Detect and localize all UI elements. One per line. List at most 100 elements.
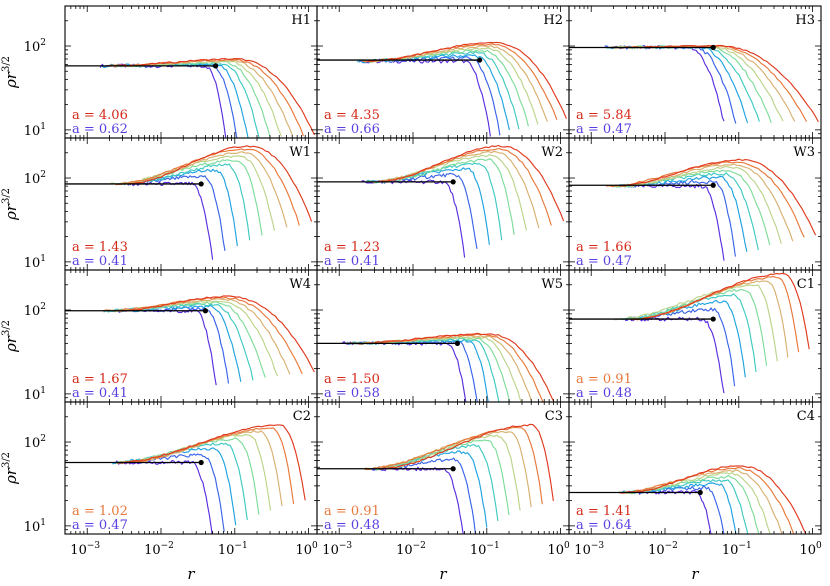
series-line: [111, 61, 260, 138]
series-line: [625, 307, 736, 387]
a-max-annotation: a = 1.43: [72, 240, 128, 255]
series-line: [367, 41, 567, 119]
a-max-annotation: a = 1.02: [72, 504, 128, 519]
series-line: [624, 472, 771, 534]
panel-label: H2: [543, 13, 563, 28]
series-line: [609, 45, 784, 122]
panel-label: W3: [793, 145, 815, 160]
x-tick-label: 10−2: [396, 541, 426, 558]
panel-w5: W5 a = 1.50a = 0.58: [316, 269, 570, 403]
series-line: [103, 303, 254, 381]
series-line: [621, 183, 725, 261]
a-max-annotation: a = 1.66: [576, 240, 632, 255]
y-tick-label: 101: [24, 254, 46, 271]
series-line: [374, 439, 510, 516]
y-tick-label: 101: [24, 122, 46, 139]
reference-point: [202, 308, 209, 314]
series-line: [117, 308, 217, 386]
y-axis-label: ρr3/2: [1, 56, 20, 89]
series-line: [127, 145, 313, 222]
a-max-annotation: a = 1.67: [72, 372, 128, 387]
y-axis-label: ρr3/2: [1, 452, 20, 485]
series-line: [115, 148, 300, 226]
x-tick-label: 10−1: [722, 541, 752, 558]
y-tick-label: 101: [24, 386, 46, 403]
series-line: [112, 159, 263, 236]
x-tick-label: 100: [799, 541, 822, 558]
panel-c3: C3 a = 0.91a = 0.48: [316, 401, 570, 535]
x-tick-label: 10−2: [648, 541, 678, 558]
a-max-annotation: a = 1.50: [324, 372, 380, 387]
a-min-annotation: a = 0.62: [72, 122, 128, 137]
y-axis-label: ρr3/2: [1, 188, 20, 221]
panel-label: C2: [293, 409, 311, 424]
a-min-annotation: a = 0.41: [324, 254, 380, 269]
series-line: [123, 181, 214, 260]
reference-point: [198, 459, 204, 466]
series-line: [630, 272, 810, 350]
panel-w3: W3 a = 1.66a = 0.47: [568, 137, 822, 271]
panel-c1: C1 a = 0.91a = 0.48: [568, 269, 822, 403]
series-line: [118, 295, 315, 373]
y-axis-label: ρr3/2: [1, 320, 20, 353]
reference-point: [198, 181, 204, 187]
x-tick-label: 100: [295, 541, 318, 558]
x-tick-label: 10−1: [470, 541, 500, 558]
a-max-annotation: a = 1.23: [324, 240, 380, 255]
panel-w4: W4 a = 1.67a = 0.41: [64, 269, 318, 403]
panel-h3: H3 a = 5.84a = 0.47: [568, 5, 822, 139]
series-line: [620, 485, 725, 534]
panel-h1: H1 a = 4.06a = 0.62: [64, 5, 318, 139]
series-line: [612, 44, 819, 123]
series-line: [117, 453, 225, 532]
x-axis-label: r: [439, 565, 447, 583]
series-line: [107, 58, 315, 136]
series-line: [345, 336, 522, 402]
a-min-annotation: a = 0.48: [576, 386, 632, 401]
series-line: [117, 433, 272, 511]
a-min-annotation: a = 0.47: [72, 518, 128, 533]
a-min-annotation: a = 0.58: [324, 386, 380, 401]
series-line: [619, 45, 725, 122]
series-line: [378, 423, 554, 501]
a-max-annotation: a = 4.35: [324, 108, 380, 123]
series-line: [356, 51, 520, 130]
y-tick-label: 102: [24, 434, 46, 451]
reference-point: [710, 182, 716, 188]
plot-area: [65, 424, 306, 534]
x-tick-label: 100: [547, 541, 570, 558]
a-min-annotation: a = 0.41: [72, 386, 128, 401]
a-min-annotation: a = 0.47: [576, 122, 632, 137]
a-min-annotation: a = 0.41: [72, 254, 128, 269]
series-line: [114, 306, 230, 384]
reference-point: [450, 179, 456, 185]
series-line: [370, 150, 540, 229]
y-tick-label: 102: [24, 302, 46, 319]
plot-area: [317, 41, 567, 137]
series-line: [104, 58, 304, 137]
series-line: [626, 465, 807, 534]
plot-area: [569, 272, 810, 394]
a-max-annotation: a = 1.41: [576, 504, 632, 519]
series-line: [624, 316, 725, 394]
panel-label: H1: [291, 13, 311, 28]
series-line: [376, 144, 565, 222]
plot-area: [317, 144, 565, 258]
panel-w2: W2 a = 1.23a = 0.41: [316, 137, 570, 271]
x-tick-label: 10−3: [574, 541, 604, 558]
reference-point: [213, 63, 219, 69]
panel-c2: C2 a = 1.02a = 0.47: [64, 401, 318, 535]
series-line: [606, 161, 805, 238]
series-line: [101, 62, 249, 138]
x-tick-label: 10−2: [144, 541, 174, 558]
reference-point: [450, 466, 456, 472]
series-line: [117, 424, 306, 501]
a-max-annotation: a = 0.91: [576, 372, 632, 387]
series-line: [616, 45, 772, 124]
a-min-annotation: a = 0.66: [324, 122, 380, 137]
series-line: [379, 434, 521, 511]
a-max-annotation: a = 0.91: [324, 504, 380, 519]
x-tick-label: 10−3: [70, 541, 100, 558]
series-line: [119, 151, 288, 228]
